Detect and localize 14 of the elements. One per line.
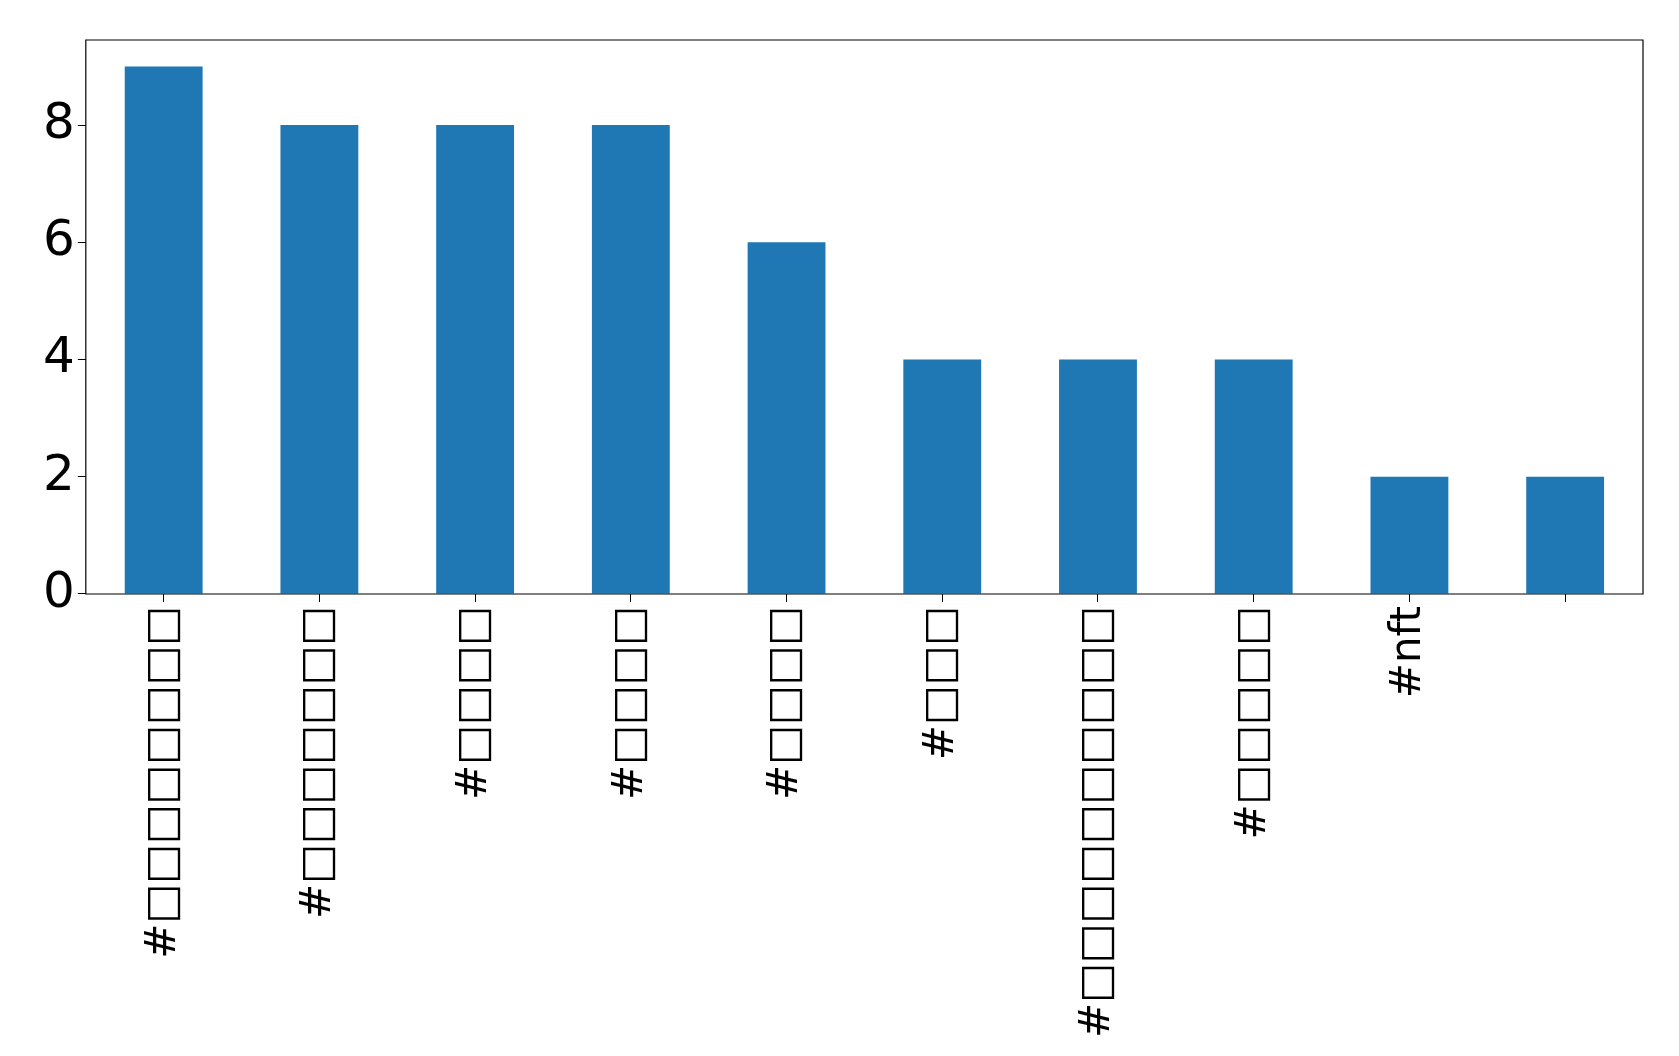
x-tick-label: #□□□□□□□□ [135, 605, 185, 959]
y-tick-label: 2 [43, 443, 75, 502]
x-tick-label: #□□□□□ [1225, 605, 1275, 840]
y-tick-label: 8 [43, 91, 75, 150]
x-tick-label: #□□□ [914, 605, 964, 761]
x-tick-label: #□□□□ [447, 605, 497, 800]
x-tick-label: #□□□□ [602, 605, 652, 800]
x-tick-label: #□□□□□□□□□□ [1069, 605, 1119, 1039]
y-tick-label: 0 [43, 560, 75, 619]
x-tick-label: #□□□□ [758, 605, 808, 800]
x-tick-label: #nft [1381, 605, 1431, 699]
y-tick-label: 6 [43, 209, 75, 268]
x-tick-label: #□□□□□□□ [291, 605, 341, 919]
y-tick-label: 4 [43, 326, 75, 385]
